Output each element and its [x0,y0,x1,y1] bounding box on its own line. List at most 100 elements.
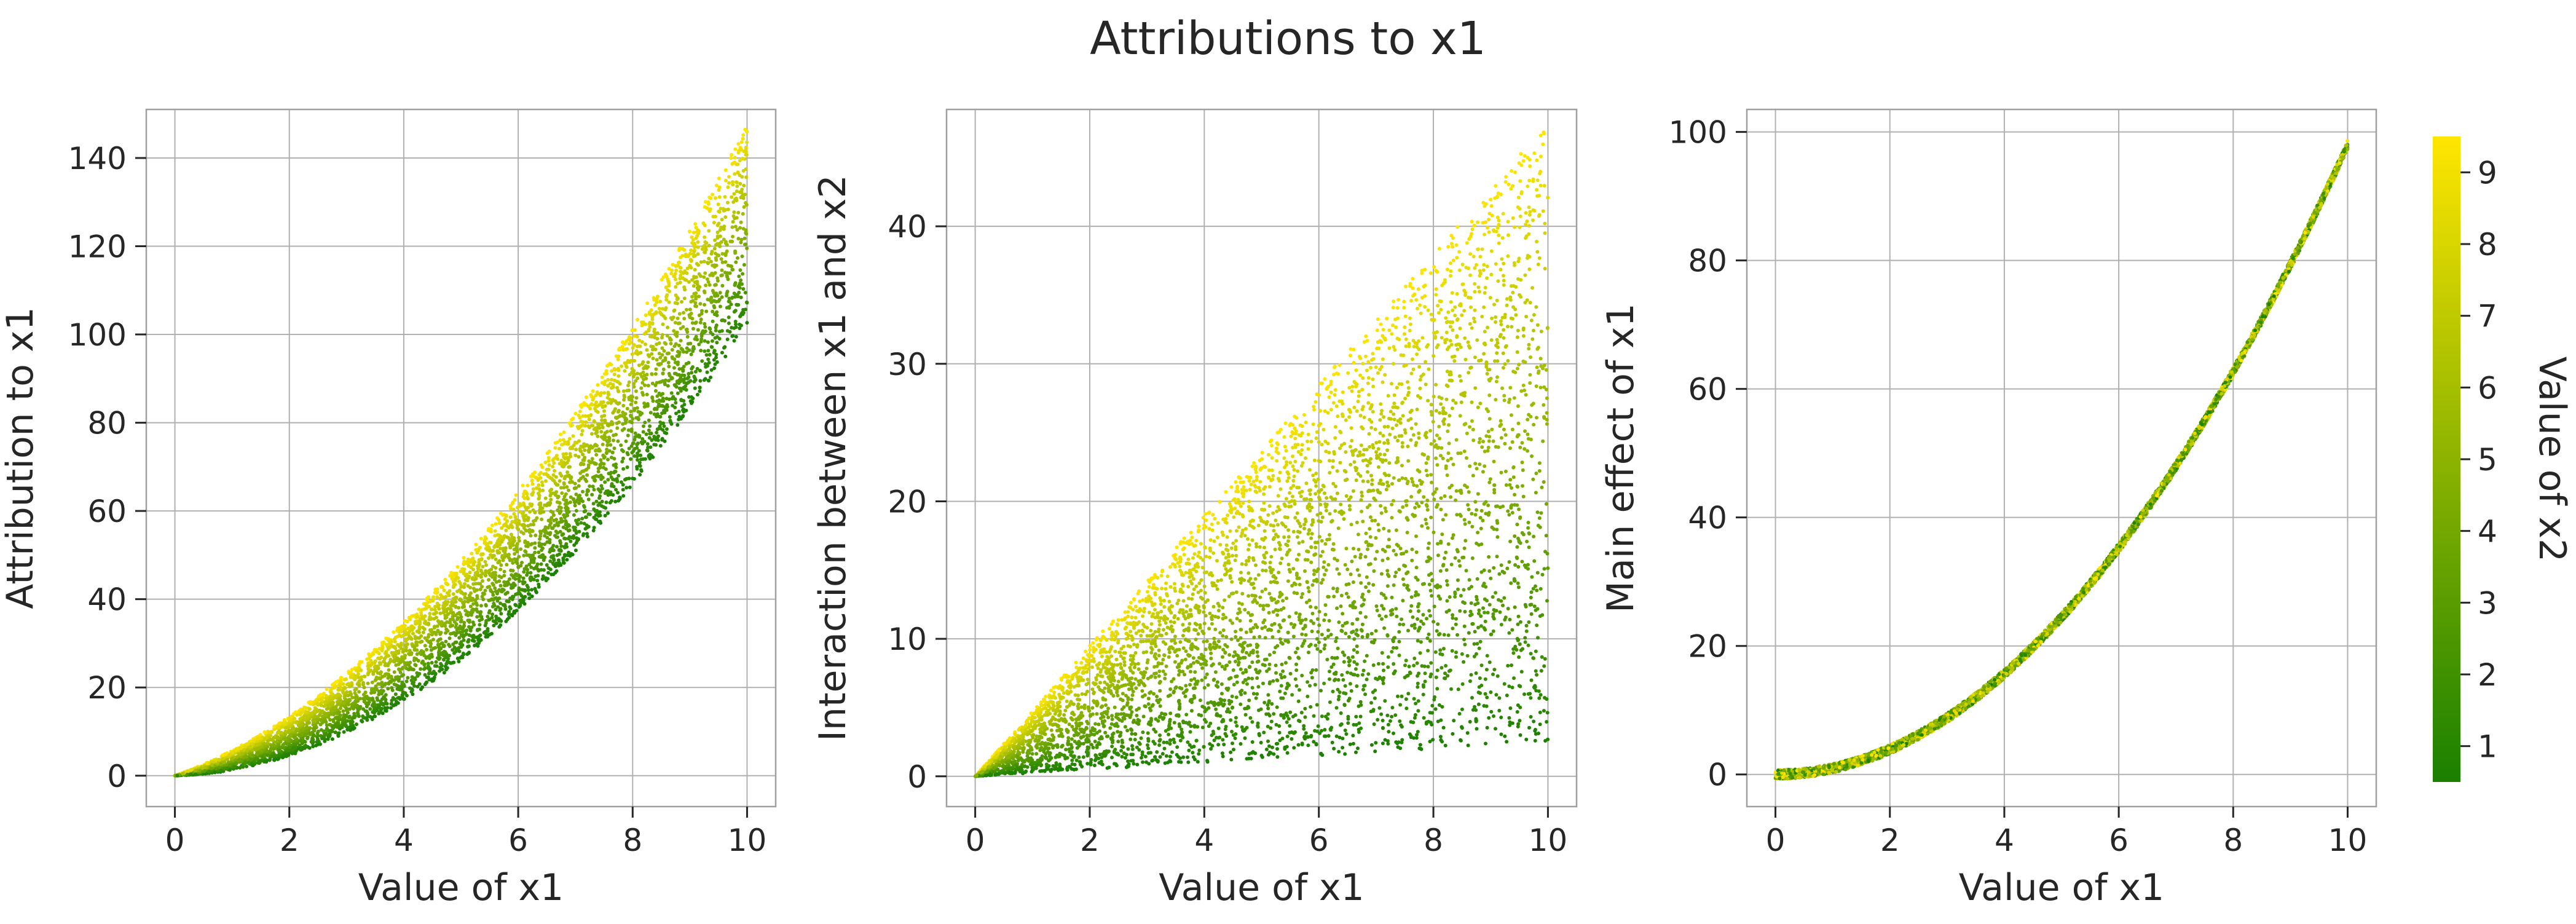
scatter-point [645,442,650,446]
scatter-point [635,443,639,447]
scatter-point [475,594,479,598]
scatter-point [410,642,414,646]
scatter-point [435,601,439,606]
scatter-point [637,344,641,349]
scatter-point [455,565,460,569]
scatter-point [656,405,661,409]
scatter-point [714,328,718,333]
scatter-point [412,658,416,663]
scatter-point [512,536,516,540]
scatter-point [657,352,661,356]
scatter-point [684,361,688,366]
scatter-point [508,515,513,519]
scatter-point [690,400,695,404]
scatter-point [343,721,347,725]
scatter-point [605,443,610,448]
scatter-point [717,195,722,199]
scatter-point [542,472,546,476]
scatter-point [703,223,707,227]
scatter-point [712,304,716,308]
scatter-point [484,574,487,578]
scatter-point [613,416,618,420]
scatter-point [655,358,659,362]
scatter-point [658,380,662,384]
scatter-point [728,330,732,334]
scatter-point [631,417,635,421]
scatter-point [648,457,652,460]
scatter-point [455,590,459,593]
scatter-point [368,714,372,719]
scatter-point [455,657,460,660]
scatter-point [577,439,581,443]
scatter-point [261,755,264,759]
scatter-point [582,401,586,405]
scatter-point [350,681,354,685]
scatter-point [468,571,472,575]
scatter-point [736,237,741,241]
scatter-point [609,401,613,405]
scatter-point [642,401,647,405]
scatter-point [675,298,679,301]
scatter-point [417,682,422,686]
scatter-point [597,488,602,492]
scatter-point [254,757,258,761]
scatter-point [546,526,550,530]
scatter-point [415,640,419,644]
scatter-point [540,483,545,488]
scatter-point [462,604,467,609]
scatter-point [227,753,232,757]
scatter-point [699,260,703,264]
scatter-point [468,595,472,599]
scatter-point [452,583,456,587]
scatter-point [497,617,501,621]
scatter-point [304,725,309,730]
scatter-point [742,263,746,267]
scatter-point [707,229,711,233]
scatter-point [525,583,529,588]
scatter-point [569,424,573,428]
scatter-point [360,675,363,679]
scatter-point [677,386,682,390]
scatter-point [585,473,589,477]
scatter-point [422,627,427,631]
scatter-point [341,690,345,695]
scatter-point [682,285,687,290]
scatter-point [713,238,717,242]
scatter-point [690,366,694,371]
scatter-point [290,727,294,732]
scatter-point [355,722,358,727]
scatter-point [269,746,273,751]
scatter-point [462,620,467,625]
scatter-point [275,757,280,761]
scatter-point [678,277,682,280]
scatter-point [697,342,701,347]
scatter-point [318,693,323,697]
scatter-point [304,730,308,734]
scatter-point [649,313,653,317]
scatter-point [703,240,707,244]
scatter-point [707,283,712,287]
scatter-point [690,371,694,375]
scatter-point [632,334,637,338]
scatter-point [628,336,632,341]
scatter-point [448,621,452,625]
scatter-point [222,752,226,757]
scatter-point [307,700,312,705]
scatter-point [680,414,685,419]
scatter-point [502,569,506,574]
scatter-point [227,768,232,772]
scatter-point [538,537,542,541]
scatter-point [403,637,408,641]
scatter-point [350,721,354,725]
scatter-point [680,405,684,408]
scatter-point [578,416,582,420]
scatter-point [268,757,272,762]
scatter-point [650,396,655,400]
scatter-point [585,443,589,447]
scatter-point [613,478,617,482]
scatter-point [508,596,513,601]
scatter-point [297,743,302,748]
scatter-point [433,608,437,612]
scatter-point [577,426,581,430]
scatter-point [554,490,558,494]
